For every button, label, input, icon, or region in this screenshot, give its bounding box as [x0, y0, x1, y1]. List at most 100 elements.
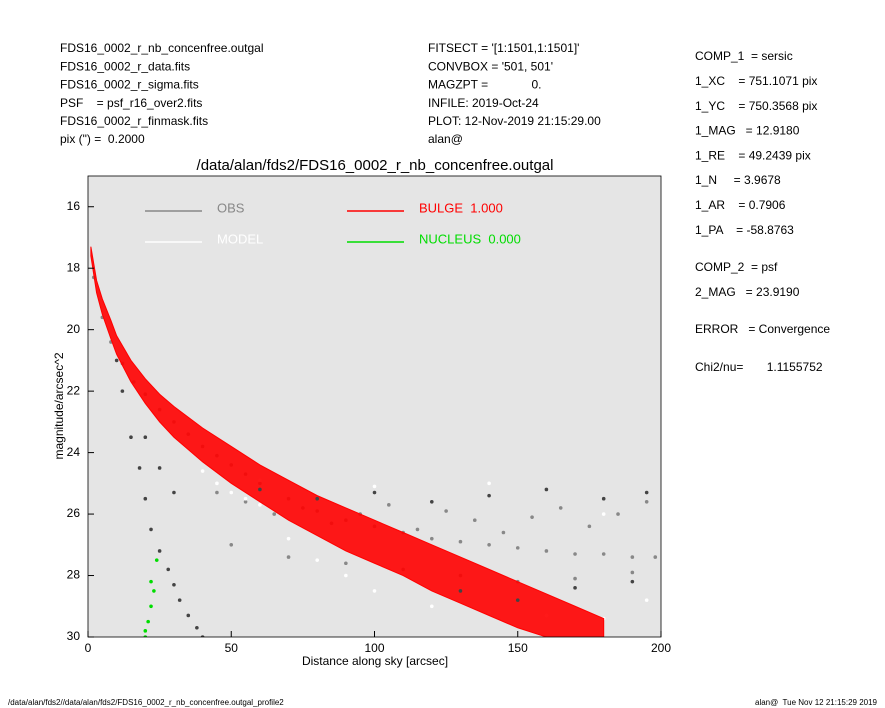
- data-point: [229, 490, 234, 495]
- info-center: alan@: [428, 132, 463, 146]
- data-point: [149, 604, 153, 609]
- info-center: INFILE: 2019-Oct-24: [428, 96, 539, 110]
- legend-label: NUCLEUS 0.000: [419, 231, 521, 246]
- data-point: [544, 487, 549, 492]
- data-point: [616, 512, 620, 516]
- x-tick-label: 0: [85, 641, 92, 655]
- data-point: [630, 555, 635, 559]
- data-point: [272, 512, 277, 516]
- x-tick-label: 50: [225, 641, 239, 655]
- info-left: FDS16_0002_r_nb_concenfree.outgal: [60, 41, 263, 55]
- y-tick-label: 28: [67, 568, 81, 582]
- data-point: [149, 579, 153, 584]
- data-point: [601, 496, 606, 501]
- info-center: FITSECT = '[1:1501,1:1501]': [428, 41, 579, 55]
- y-tick-label: 30: [67, 629, 81, 643]
- y-tick-label: 24: [67, 445, 81, 459]
- info-left: FDS16_0002_r_finmask.fits: [60, 114, 208, 128]
- data-point: [487, 493, 491, 498]
- data-point: [458, 539, 463, 544]
- data-point: [644, 598, 649, 602]
- data-point: [315, 558, 320, 562]
- info-left: FDS16_0002_r_data.fits: [60, 59, 190, 73]
- data-point: [146, 619, 150, 624]
- data-point: [286, 536, 291, 541]
- info-right: 1_N = 3.9678: [695, 173, 781, 187]
- data-point: [387, 503, 391, 507]
- data-point: [157, 466, 162, 470]
- info-center: CONVBOX = '501, 501': [428, 59, 553, 73]
- data-point: [177, 598, 182, 602]
- chart-title: /data/alan/fds2/FDS16_0002_r_nb_concenfr…: [197, 157, 554, 174]
- x-tick-label: 200: [651, 641, 671, 655]
- data-point: [573, 586, 577, 590]
- data-point: [415, 527, 420, 532]
- data-point: [243, 496, 248, 501]
- info-center: PLOT: 12-Nov-2019 21:15:29.00: [428, 114, 601, 128]
- data-point: [143, 496, 148, 501]
- data-point: [573, 552, 577, 556]
- data-point: [143, 629, 148, 633]
- data-point: [172, 582, 176, 587]
- data-point: [215, 481, 219, 486]
- data-point: [372, 490, 377, 495]
- data-point: [515, 598, 520, 602]
- info-right: 1_RE = 49.2439 pix: [695, 148, 811, 162]
- x-axis-label: Distance along sky [arcsec]: [302, 654, 448, 668]
- data-point: [229, 543, 234, 547]
- data-point: [157, 549, 162, 553]
- footer-left: /data/alan/fds2//data/alan/fds2/FDS16_00…: [8, 698, 284, 707]
- data-point: [487, 481, 491, 486]
- data-point: [501, 530, 506, 535]
- data-point: [515, 546, 520, 550]
- data-point: [472, 518, 477, 523]
- data-point: [258, 503, 262, 507]
- x-tick-label: 150: [508, 641, 528, 655]
- data-point: [137, 466, 142, 470]
- data-point: [149, 527, 153, 532]
- data-point: [152, 589, 156, 593]
- y-tick-label: 16: [67, 199, 81, 213]
- data-point: [166, 567, 171, 572]
- data-point: [644, 490, 649, 495]
- data-point: [143, 635, 148, 637]
- data-point: [653, 555, 658, 559]
- data-point: [344, 561, 348, 566]
- data-point: [344, 573, 348, 578]
- data-point: [601, 512, 606, 516]
- y-axis-label: magnitude/arcsec^2: [52, 352, 66, 459]
- data-point: [430, 499, 434, 504]
- data-point: [372, 484, 377, 489]
- data-point: [430, 536, 434, 541]
- data-point: [186, 613, 191, 618]
- data-point: [630, 579, 635, 584]
- info-right: 1_PA = -58.8763: [695, 223, 794, 237]
- data-point: [129, 435, 133, 440]
- info-right: ERROR = Convergence: [695, 322, 830, 336]
- y-tick-label: 26: [67, 506, 81, 520]
- x-tick-label: 100: [364, 641, 384, 655]
- data-point: [215, 490, 219, 495]
- y-tick-label: 22: [67, 383, 81, 397]
- data-point: [315, 496, 320, 501]
- data-point: [195, 625, 199, 630]
- data-point: [601, 552, 606, 556]
- y-tick-label: 18: [67, 260, 81, 274]
- info-right: 1_MAG = 12.9180: [695, 124, 800, 138]
- plot-data: [90, 246, 658, 637]
- data-point: [286, 555, 291, 559]
- data-point: [644, 499, 649, 504]
- data-point: [558, 506, 563, 510]
- data-point: [143, 435, 148, 440]
- legend-label: BULGE 1.000: [419, 200, 503, 215]
- data-point: [243, 499, 248, 504]
- bulge-band: [90, 246, 605, 637]
- footer-right: alan@ Tue Nov 12 21:15:29 2019: [755, 698, 878, 707]
- info-right: Chi2/nu= 1.1155752: [695, 360, 823, 374]
- info-left: FDS16_0002_r_sigma.fits: [60, 78, 199, 92]
- data-point: [372, 589, 377, 593]
- data-point: [114, 358, 119, 363]
- info-right: COMP_2 = psf: [695, 260, 778, 274]
- info-right: 1_AR = 0.7906: [695, 198, 786, 212]
